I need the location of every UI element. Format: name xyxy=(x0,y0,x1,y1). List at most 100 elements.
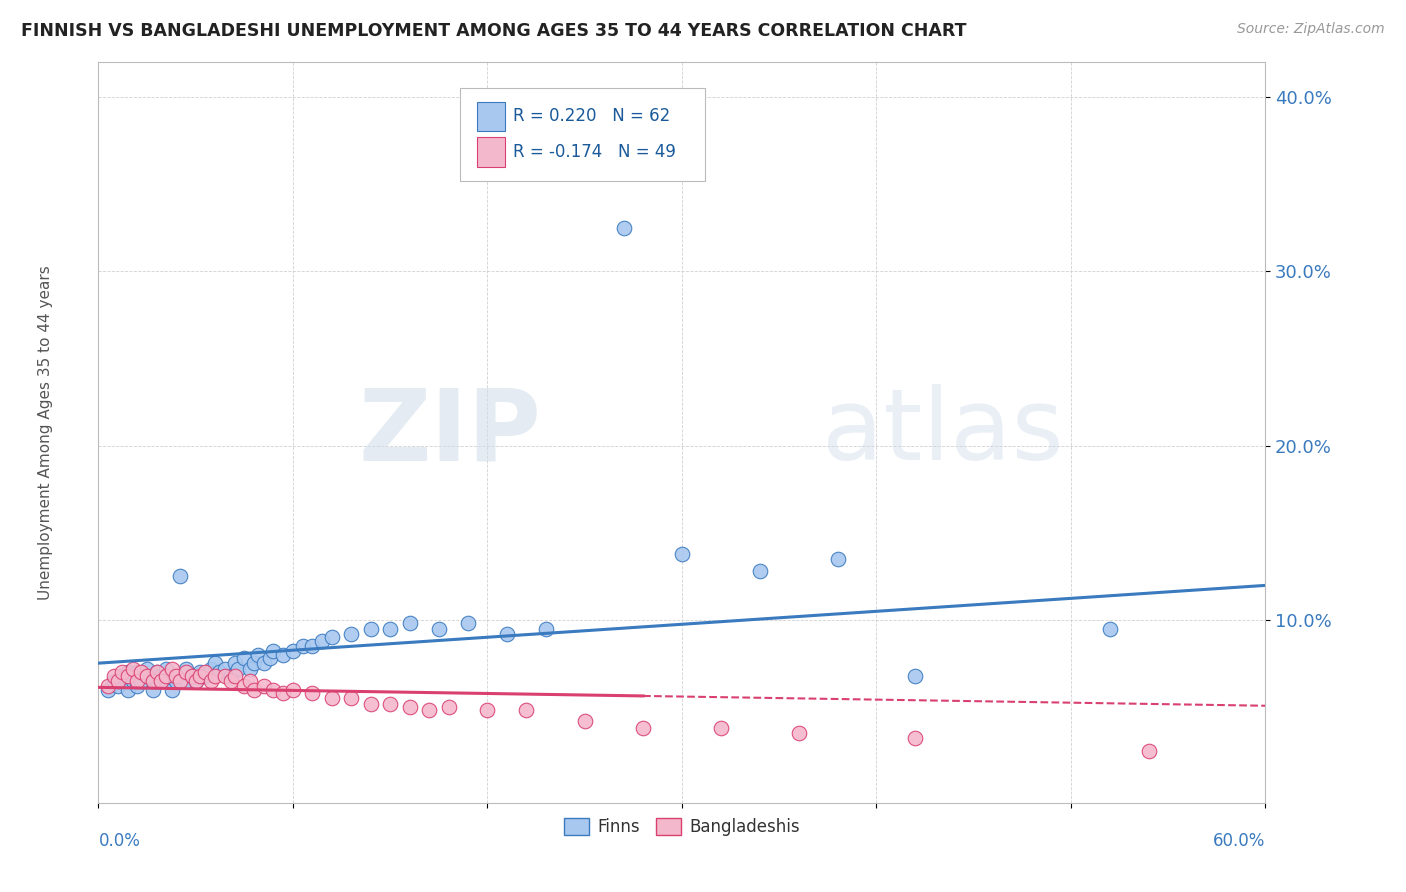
Point xyxy=(291,639,314,653)
Point xyxy=(360,697,382,711)
Point xyxy=(111,668,134,682)
Point xyxy=(418,703,440,717)
Point xyxy=(457,616,479,631)
Point xyxy=(204,668,226,682)
Point xyxy=(117,665,139,680)
Point xyxy=(311,633,333,648)
Point xyxy=(184,673,207,688)
Point xyxy=(239,662,262,676)
Point xyxy=(188,665,211,680)
Point xyxy=(427,622,450,636)
Point xyxy=(136,668,159,682)
Point xyxy=(174,662,197,676)
Point xyxy=(904,731,927,746)
Point xyxy=(398,700,420,714)
Text: FINNISH VS BANGLADESHI UNEMPLOYMENT AMONG AGES 35 TO 44 YEARS CORRELATION CHART: FINNISH VS BANGLADESHI UNEMPLOYMENT AMON… xyxy=(21,22,966,40)
Point xyxy=(259,651,281,665)
Point xyxy=(233,651,256,665)
Point xyxy=(162,662,184,676)
Point xyxy=(149,668,172,682)
Point xyxy=(271,648,294,662)
Point xyxy=(1098,622,1121,636)
Point xyxy=(477,703,499,717)
Point xyxy=(219,673,242,688)
Point xyxy=(117,668,139,682)
Point xyxy=(301,639,323,653)
Text: Unemployment Among Ages 35 to 44 years: Unemployment Among Ages 35 to 44 years xyxy=(38,265,53,600)
Text: ZIP: ZIP xyxy=(359,384,541,481)
Point xyxy=(174,673,197,688)
Point xyxy=(214,662,236,676)
Point xyxy=(103,673,125,688)
Point xyxy=(787,726,810,740)
Legend: Finns, Bangladeshis: Finns, Bangladeshis xyxy=(557,811,807,843)
Point xyxy=(169,569,191,583)
Point xyxy=(165,668,187,682)
Point xyxy=(321,630,343,644)
Point xyxy=(360,622,382,636)
Point xyxy=(180,668,202,682)
Point xyxy=(631,721,654,735)
Point xyxy=(253,657,276,671)
Point xyxy=(155,673,177,688)
FancyBboxPatch shape xyxy=(477,137,505,167)
Text: R = 0.220   N = 62: R = 0.220 N = 62 xyxy=(513,108,669,126)
Point xyxy=(613,221,636,235)
Point xyxy=(219,668,242,682)
Point xyxy=(534,622,557,636)
Point xyxy=(165,673,187,688)
Point xyxy=(129,665,152,680)
Point xyxy=(208,665,231,680)
Point xyxy=(574,714,596,728)
Point xyxy=(904,668,927,682)
Point xyxy=(155,662,177,676)
Point xyxy=(127,665,149,680)
Point xyxy=(262,682,284,697)
Text: atlas: atlas xyxy=(823,384,1063,481)
Text: Source: ZipAtlas.com: Source: ZipAtlas.com xyxy=(1237,22,1385,37)
Point xyxy=(162,682,184,697)
Point xyxy=(228,662,250,676)
Point xyxy=(136,668,159,682)
Point xyxy=(398,616,420,631)
Point xyxy=(321,691,343,706)
Point xyxy=(127,673,149,688)
Point xyxy=(107,673,129,688)
Point xyxy=(233,679,256,693)
Point xyxy=(380,622,402,636)
Text: R = -0.174   N = 49: R = -0.174 N = 49 xyxy=(513,143,675,161)
Point xyxy=(262,644,284,658)
Point xyxy=(243,657,266,671)
Point xyxy=(710,721,733,735)
Point xyxy=(194,665,217,680)
Point xyxy=(97,682,120,697)
Point xyxy=(146,665,169,680)
Point xyxy=(340,691,363,706)
Point xyxy=(671,547,693,561)
Text: 0.0%: 0.0% xyxy=(98,832,141,850)
Point xyxy=(246,648,269,662)
Point xyxy=(127,679,149,693)
Point xyxy=(224,657,246,671)
Point xyxy=(437,700,460,714)
Point xyxy=(271,686,294,700)
Point xyxy=(169,673,191,688)
FancyBboxPatch shape xyxy=(460,88,706,181)
Point xyxy=(194,668,217,682)
Text: 60.0%: 60.0% xyxy=(1213,832,1265,850)
Point xyxy=(188,668,211,682)
Point xyxy=(122,673,145,688)
FancyBboxPatch shape xyxy=(477,102,505,131)
Point xyxy=(180,668,202,682)
Point xyxy=(239,673,262,688)
Point xyxy=(515,703,537,717)
Point xyxy=(253,679,276,693)
Point xyxy=(200,662,222,676)
Point xyxy=(142,673,165,688)
Point xyxy=(1137,743,1160,757)
Point xyxy=(200,673,222,688)
Point xyxy=(103,668,125,682)
Point xyxy=(165,668,187,682)
Point xyxy=(224,668,246,682)
Point xyxy=(129,673,152,688)
